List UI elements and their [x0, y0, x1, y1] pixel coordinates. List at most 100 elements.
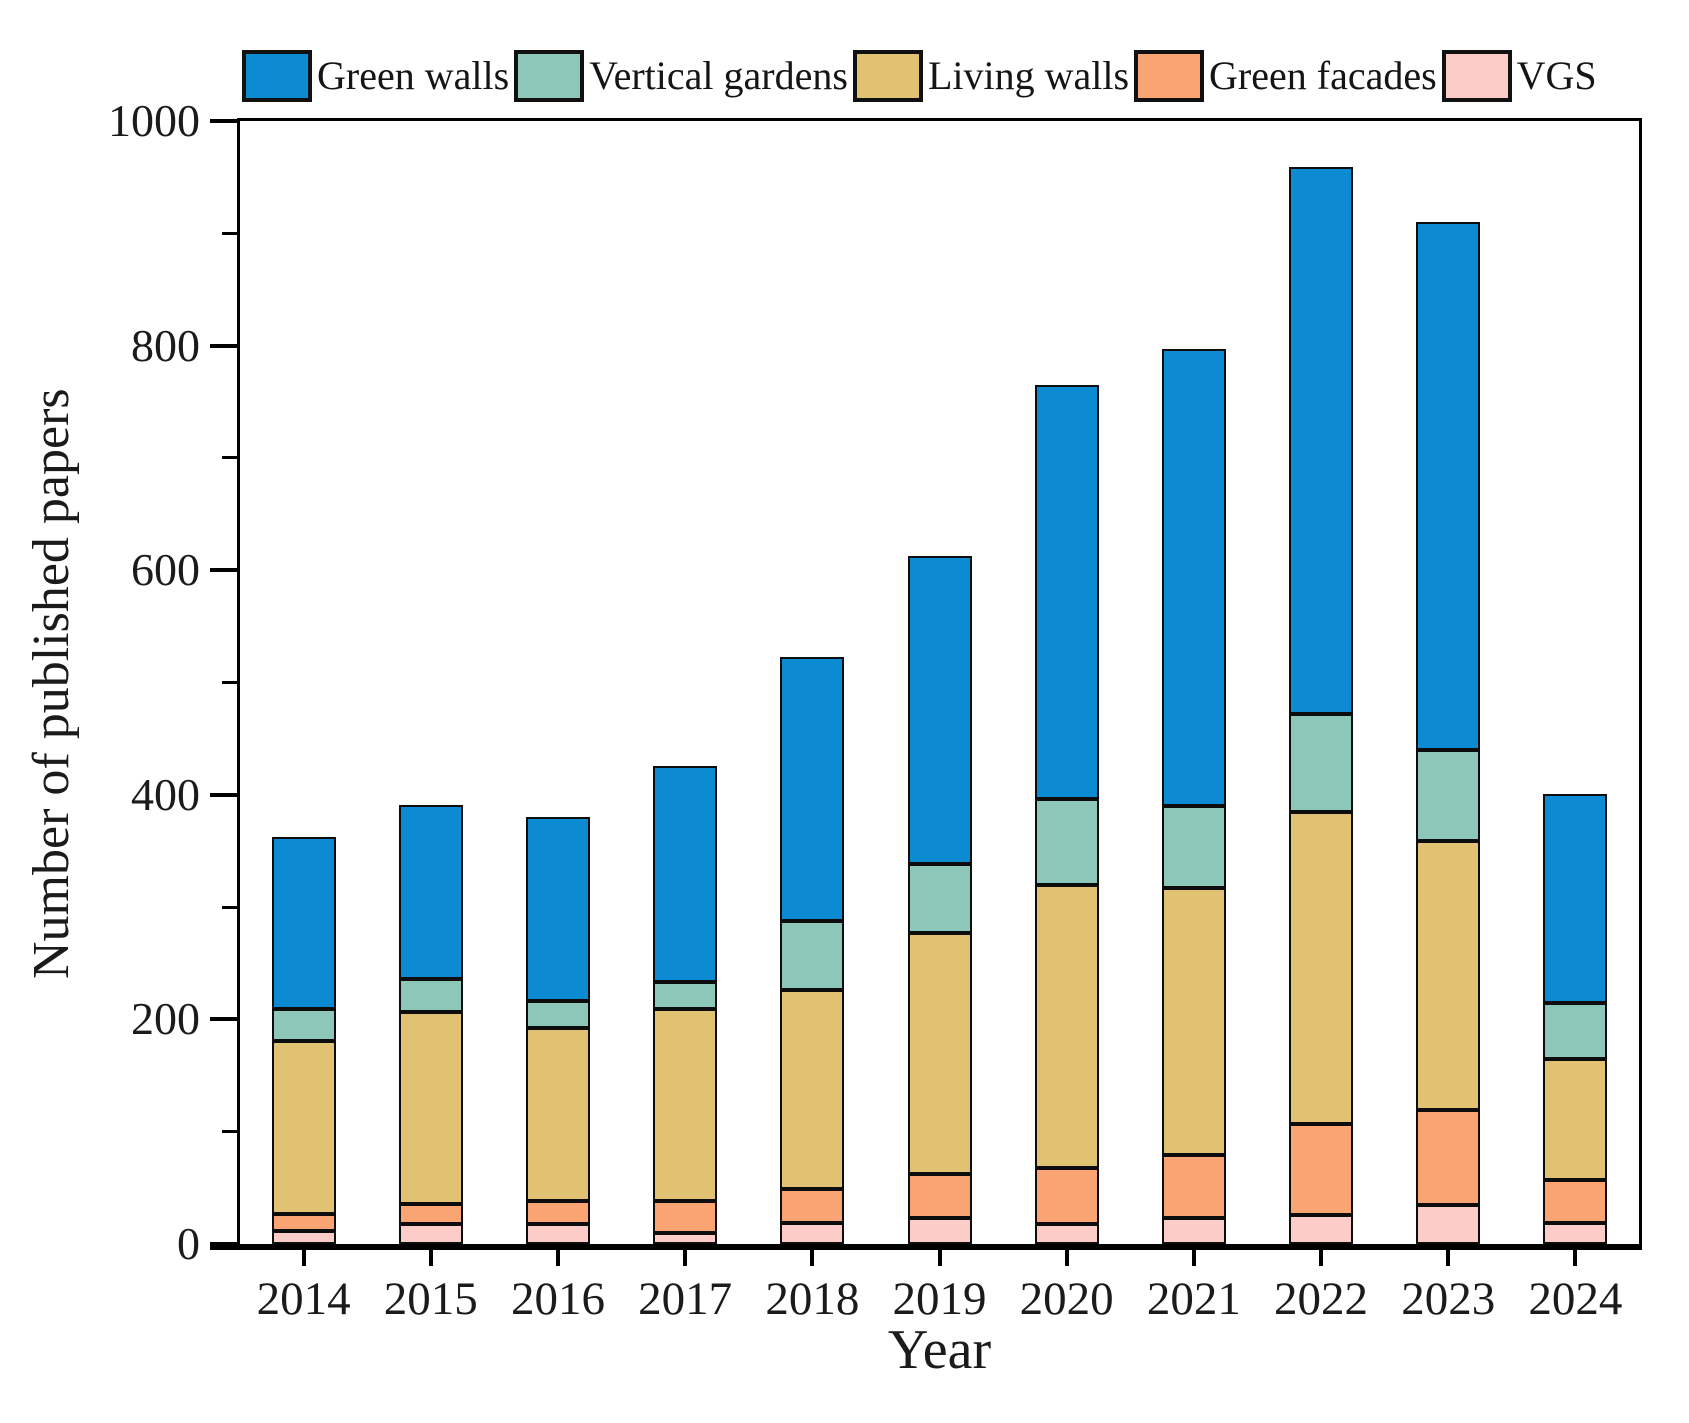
bar-segment-2024-vgs — [1543, 1222, 1608, 1244]
bar-segment-2018-green-facades — [780, 1188, 845, 1223]
bar-segment-2016-vgs — [525, 1223, 590, 1244]
bar-segment-2023-green-walls — [1416, 222, 1481, 750]
bar-segment-2021-vertical-gardens — [1161, 806, 1226, 889]
legend-swatch-green-facades — [1134, 50, 1205, 102]
bar-2017 — [653, 121, 718, 1244]
legend-swatch-vertical-gardens — [514, 50, 585, 102]
bar-segment-2020-green-walls — [1034, 384, 1099, 800]
x-tick-label-2018: 2018 — [765, 1273, 860, 1325]
y-major-tick-400 — [210, 792, 237, 797]
bar-segment-2016-living-walls — [525, 1028, 590, 1202]
bar-segment-2015-green-facades — [398, 1203, 463, 1224]
x-tick-2018 — [810, 1250, 815, 1266]
bar-segment-2022-living-walls — [1289, 811, 1354, 1124]
x-tick-2016 — [555, 1250, 560, 1266]
bar-segment-2022-vertical-gardens — [1289, 713, 1354, 812]
legend-swatch-green-walls — [242, 50, 312, 102]
legend-item-living-walls: Living walls — [852, 50, 1134, 102]
bar-segment-2016-vertical-gardens — [525, 1001, 590, 1029]
y-minor-tick-300 — [222, 905, 237, 909]
bar-segment-2023-living-walls — [1416, 840, 1481, 1111]
bar-segment-2018-vgs — [780, 1222, 845, 1244]
y-minor-tick-100 — [222, 1130, 237, 1134]
y-minor-tick-500 — [222, 681, 237, 684]
bar-segment-2015-living-walls — [398, 1011, 463, 1204]
x-axis-line-extension — [210, 1244, 240, 1250]
bar-segment-2023-green-facades — [1416, 1110, 1481, 1205]
y-major-tick-0 — [210, 1242, 237, 1246]
chart-legend: Green walls Vertical gardens Living walls G… — [242, 50, 1602, 102]
x-tick-label-2024: 2024 — [1528, 1273, 1623, 1325]
bar-segment-2024-green-facades — [1543, 1180, 1608, 1223]
x-tick-2022 — [1319, 1250, 1324, 1266]
y-major-tick-800 — [210, 343, 237, 348]
bar-segment-2015-vertical-gardens — [398, 978, 463, 1012]
x-tick-2015 — [428, 1250, 433, 1266]
bar-2020 — [1034, 121, 1099, 1244]
bar-segment-2014-vgs — [271, 1230, 336, 1244]
bar-segment-2019-green-facades — [907, 1174, 972, 1219]
bar-segment-2024-vertical-gardens — [1543, 1002, 1608, 1059]
x-tick-label-2022: 2022 — [1274, 1273, 1369, 1325]
bar-segment-2014-green-walls — [271, 837, 336, 1010]
x-tick-label-2023: 2023 — [1401, 1273, 1496, 1325]
y-tick-label-200: 200 — [131, 993, 200, 1045]
bar-segment-2016-green-walls — [525, 817, 590, 1002]
bar-segment-2018-living-walls — [780, 990, 845, 1189]
y-tick-label-0: 0 — [177, 1218, 200, 1269]
x-tick-2017 — [683, 1250, 688, 1266]
legend-item-vgs: VGS — [1441, 50, 1602, 102]
legend-swatch-vgs — [1441, 50, 1512, 102]
y-major-tick-1000 — [210, 119, 237, 123]
y-tick-label-400: 400 — [131, 768, 200, 820]
bar-segment-2016-green-facades — [525, 1201, 590, 1224]
legend-label-living-walls: Living walls — [927, 53, 1130, 98]
y-minor-tick-700 — [222, 456, 237, 460]
bar-segment-2021-vgs — [1161, 1218, 1226, 1244]
bar-segment-2018-green-walls — [780, 656, 845, 921]
bar-segment-2017-living-walls — [653, 1009, 718, 1202]
y-major-tick-200 — [210, 1017, 237, 1022]
bar-segment-2014-green-facades — [271, 1213, 336, 1231]
x-tick-2020 — [1064, 1250, 1069, 1266]
plot-area: 0 200 400 600 800 1000 2014 2015 2016 2017 2018 201… — [108, 95, 1642, 1325]
bar-segment-2021-living-walls — [1161, 888, 1226, 1156]
bar-segment-2019-vertical-gardens — [907, 864, 972, 933]
x-tick-2014 — [301, 1250, 306, 1266]
bar-segment-2017-vertical-gardens — [653, 982, 718, 1010]
bar-segment-2023-vertical-gardens — [1416, 749, 1481, 841]
bar-segment-2017-vgs — [653, 1232, 718, 1244]
x-tick-label-2015: 2015 — [383, 1273, 478, 1325]
y-minor-tick-900 — [222, 231, 237, 235]
x-tick-label-2016: 2016 — [510, 1273, 605, 1325]
bar-2015 — [398, 121, 463, 1244]
bar-segment-2017-green-facades — [653, 1201, 718, 1233]
legend-item-vertical-gardens: Vertical gardens — [514, 50, 853, 102]
bar-segment-2018-vertical-gardens — [780, 920, 845, 991]
bar-segment-2015-green-walls — [398, 804, 463, 979]
x-tick-label-2019: 2019 — [892, 1273, 987, 1325]
x-tick-label-2020: 2020 — [1019, 1273, 1114, 1325]
y-major-tick-600 — [210, 568, 237, 573]
bar-2022 — [1289, 121, 1354, 1244]
bar-segment-2014-living-walls — [271, 1040, 336, 1214]
bar-segment-2020-vgs — [1034, 1223, 1099, 1244]
bar-segment-2019-green-walls — [907, 555, 972, 865]
bar-2023 — [1416, 121, 1481, 1244]
y-axis-title: Number of published papers — [23, 388, 80, 980]
legend-label-green-facades: Green facades — [1209, 53, 1437, 98]
x-axis-title: Year — [887, 1319, 992, 1381]
bar-segment-2021-green-facades — [1161, 1155, 1226, 1219]
bar-segment-2017-green-walls — [653, 765, 718, 983]
legend-label-green-walls: Green walls — [317, 53, 510, 98]
legend-label-vgs: VGS — [1516, 53, 1597, 98]
bar-segment-2023-vgs — [1416, 1204, 1481, 1244]
bar-segment-2020-living-walls — [1034, 884, 1099, 1168]
bar-segment-2022-green-facades — [1289, 1123, 1354, 1215]
bar-segment-2022-vgs — [1289, 1214, 1354, 1244]
bar-segment-2014-vertical-gardens — [271, 1009, 336, 1041]
y-tick-label-1000: 1000 — [108, 95, 200, 146]
bar-segment-2019-vgs — [907, 1218, 972, 1244]
legend-label-vertical-gardens: Vertical gardens — [589, 53, 848, 98]
